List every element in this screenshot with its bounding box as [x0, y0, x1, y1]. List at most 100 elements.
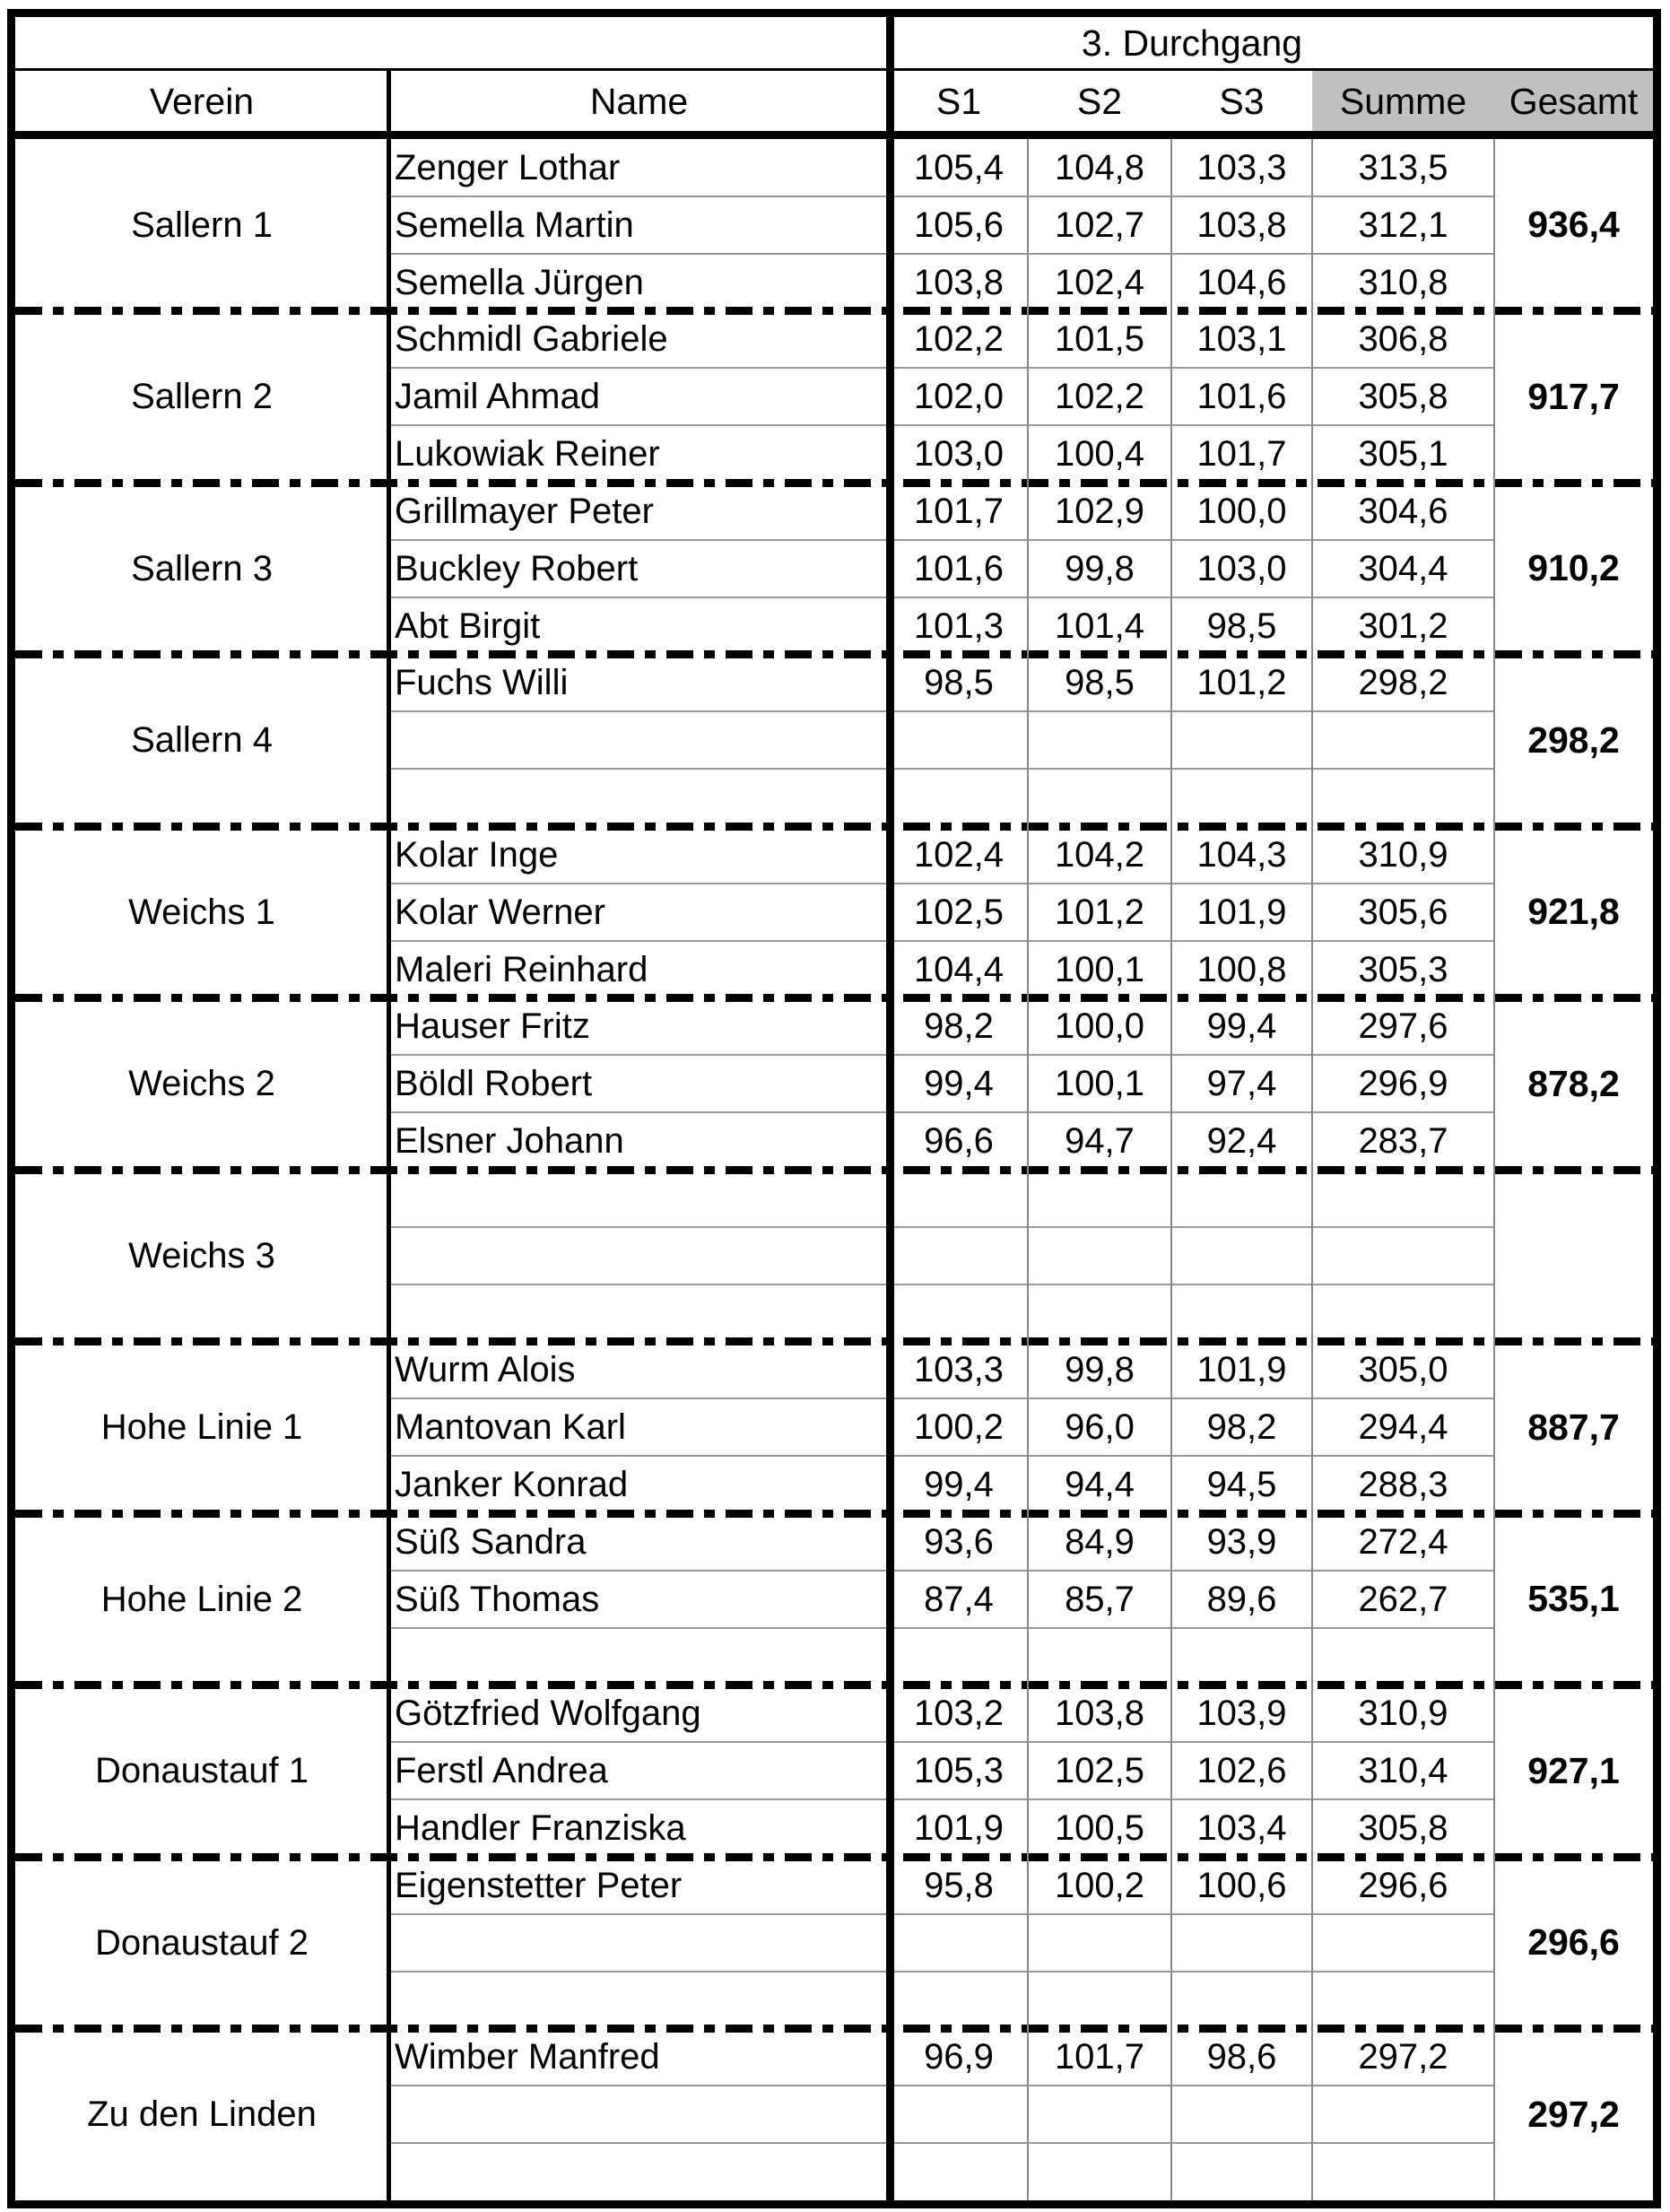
- player-name-cell: Janker Konrad: [395, 1465, 629, 1505]
- score-s2-cell: 101,7: [1054, 2037, 1145, 2077]
- player-name-cell: Zenger Lothar: [395, 147, 621, 187]
- score-summe-cell: 310,9: [1358, 1694, 1448, 1734]
- player-name-cell: Böldl Robert: [395, 1064, 593, 1104]
- score-s2-cell: 102,5: [1054, 1751, 1145, 1791]
- score-s3-cell: 101,9: [1196, 892, 1287, 932]
- score-s2-cell: 100,2: [1054, 1865, 1145, 1905]
- verein-name-divider-line: [387, 68, 391, 2200]
- row-separator-line: [388, 768, 1494, 771]
- score-s2-cell: 102,4: [1054, 262, 1145, 302]
- row-separator-line: [388, 1455, 1494, 1458]
- score-s2-cell: 84,9: [1065, 1521, 1135, 1562]
- score-s3-cell: 101,9: [1196, 1350, 1287, 1390]
- row-separator-line: [388, 596, 1494, 598]
- score-s1-cell: 99,4: [924, 1465, 994, 1505]
- score-s1-cell: 98,5: [924, 663, 994, 703]
- column-header-s3: S3: [1219, 80, 1265, 122]
- score-s3-cell: 102,6: [1196, 1751, 1287, 1791]
- score-s2-cell: 104,8: [1054, 147, 1145, 187]
- score-summe-cell: 305,8: [1358, 377, 1448, 417]
- score-s1-cell: 101,9: [913, 1808, 1005, 1849]
- score-s3-cell: 97,4: [1206, 1064, 1277, 1104]
- score-s3-cell: 93,9: [1206, 1521, 1277, 1562]
- score-summe-cell: 262,7: [1358, 1579, 1448, 1619]
- group-separator-line: [15, 822, 1653, 831]
- score-s2-cell: 96,0: [1065, 1407, 1135, 1448]
- score-summe-cell: 283,7: [1358, 1121, 1448, 1162]
- score-s1-cell: 95,8: [924, 1865, 994, 1905]
- score-s3-cell: 103,9: [1196, 1694, 1287, 1734]
- player-name-cell: Buckley Robert: [395, 548, 639, 588]
- player-name-cell: Semella Martin: [395, 205, 634, 245]
- score-s3-cell: 100,6: [1196, 1865, 1287, 1905]
- score-summe-cell: 310,8: [1358, 262, 1448, 302]
- score-s3-cell: 104,3: [1196, 834, 1287, 875]
- row-separator-line: [388, 1798, 1494, 1801]
- column-header-s1: S1: [935, 80, 982, 122]
- row-separator-line: [388, 2085, 1494, 2087]
- score-s1-cell: 101,7: [913, 491, 1005, 531]
- table-content: 3. Durchgang Verein Name S1 S2 S3 Summe Gesamt S…: [15, 17, 1653, 2200]
- row-separator-line: [388, 1111, 1494, 1114]
- score-s2-cell: 100,5: [1054, 1808, 1145, 1849]
- row-separator-line: [388, 1970, 1494, 1973]
- player-name-cell: Ferstl Andrea: [395, 1751, 608, 1791]
- score-s1-cell: 101,6: [913, 548, 1005, 588]
- score-summe-cell: 305,8: [1358, 1808, 1448, 1849]
- score-s3-cell: 101,2: [1196, 663, 1287, 703]
- score-summe-cell: 296,9: [1358, 1064, 1448, 1104]
- score-summe-cell: 306,8: [1358, 319, 1448, 360]
- group-gesamt-cell: 927,1: [1527, 1749, 1620, 1791]
- column-header-gesamt: Gesamt: [1509, 80, 1639, 122]
- score-summe-cell: 298,2: [1358, 663, 1448, 703]
- score-s1-cell: 96,9: [924, 2037, 994, 2077]
- player-name-cell: Fuchs Willi: [395, 663, 569, 703]
- score-s2-cell: 100,0: [1054, 1006, 1145, 1047]
- score-s1-cell: 100,2: [913, 1407, 1005, 1448]
- score-s2-cell: 101,2: [1054, 892, 1145, 932]
- player-name-cell: Maleri Reinhard: [395, 949, 648, 989]
- score-s1-cell: 105,6: [913, 205, 1005, 245]
- score-s1-cell: 87,4: [924, 1579, 994, 1619]
- group-verein-cell: Donaustauf 1: [95, 1751, 309, 1791]
- column-divider-line: [1170, 139, 1172, 2200]
- score-s3-cell: 92,4: [1206, 1121, 1277, 1162]
- score-s3-cell: 100,0: [1196, 491, 1287, 531]
- score-summe-cell: 304,6: [1358, 491, 1448, 531]
- column-header-summe: Summe: [1339, 80, 1467, 122]
- player-name-cell: Schmidl Gabriele: [395, 319, 668, 360]
- score-summe-cell: 310,4: [1358, 1751, 1448, 1791]
- group-gesamt-cell: 910,2: [1527, 547, 1620, 589]
- group-gesamt-cell: 878,2: [1527, 1062, 1620, 1104]
- score-s1-cell: 98,2: [924, 1006, 994, 1047]
- score-s2-cell: 99,8: [1065, 548, 1135, 588]
- summe-gesamt-header-highlight: [1312, 71, 1653, 133]
- score-s2-cell: 104,2: [1054, 834, 1145, 875]
- row-separator-line: [388, 367, 1494, 370]
- player-name-cell: Kolar Werner: [395, 892, 605, 932]
- score-s2-cell: 85,7: [1065, 1579, 1135, 1619]
- score-summe-cell: 313,5: [1358, 147, 1448, 187]
- group-separator-line: [15, 2025, 1653, 2033]
- player-name-cell: Götzfried Wolfgang: [395, 1694, 701, 1734]
- score-summe-cell: 272,4: [1358, 1521, 1448, 1562]
- player-name-cell: Jamil Ahmad: [395, 377, 600, 417]
- score-summe-cell: 301,2: [1358, 605, 1448, 646]
- score-s1-cell: 105,3: [913, 1751, 1005, 1791]
- group-gesamt-cell: 887,7: [1527, 1406, 1620, 1448]
- score-s2-cell: 94,4: [1065, 1465, 1135, 1505]
- column-header-name: Name: [589, 80, 689, 122]
- group-verein-cell: Hohe Linie 1: [100, 1407, 303, 1448]
- player-name-cell: Mantovan Karl: [395, 1407, 626, 1448]
- group-separator-line: [15, 1337, 1653, 1345]
- score-s2-cell: 98,5: [1065, 663, 1135, 703]
- score-s1-cell: 99,4: [924, 1064, 994, 1104]
- score-s3-cell: 103,3: [1196, 147, 1287, 187]
- row-separator-line: [388, 1741, 1494, 1744]
- header-bottom-line: [15, 131, 1653, 139]
- score-s3-cell: 89,6: [1206, 1579, 1277, 1619]
- score-s2-cell: 103,8: [1054, 1694, 1145, 1734]
- row-separator-line: [388, 882, 1494, 884]
- row-separator-line: [388, 939, 1494, 942]
